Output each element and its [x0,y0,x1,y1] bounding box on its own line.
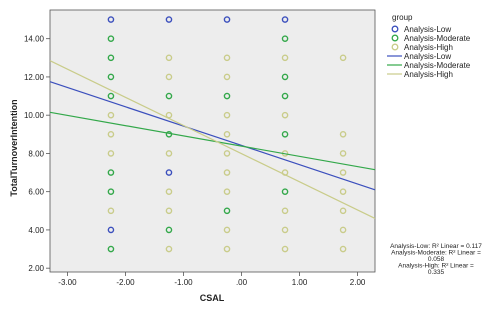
data-point [339,207,347,215]
r-squared-annotation: 0.058 [428,256,445,263]
x-axis-title: CSAL [200,293,225,303]
x-tick-label: -2.00 [116,278,135,287]
data-point [281,245,289,253]
legend: group Analysis-LowAnalysis-ModerateAnaly… [387,13,471,79]
data-point [223,150,231,157]
data-point [223,207,231,215]
data-point [223,188,231,195]
data-point [165,245,173,253]
data-point [107,169,115,176]
data-point [339,131,347,138]
data-point [223,92,231,100]
data-point [339,54,347,62]
data-point [281,35,289,42]
data-point [223,245,231,253]
r-squared-annotation: Analysis-Moderate: R² Linear = [391,250,481,257]
data-point [165,188,173,195]
data-point [339,150,347,157]
legend-marker [391,43,399,51]
data-point [165,16,173,23]
data-point [223,169,231,176]
axis-ticks: -3.00 -2.00 -1.00 .00 1.00 2.00 2.00 4.00 6.00 8.… [24,35,366,287]
legend-label: Analysis-Low [404,52,451,61]
legend-title: group [392,13,413,22]
data-points [107,16,347,253]
fit-lines [49,60,376,219]
x-tick-label: 1.00 [292,278,308,287]
data-point [281,92,289,100]
data-point [107,54,115,62]
data-point [107,150,115,157]
data-point [223,73,231,81]
y-axis-title: TotalTurnoverIntention [9,99,19,196]
data-point [107,92,115,100]
data-point [223,226,231,234]
data-point [107,35,115,42]
data-point [165,54,173,62]
data-point [281,131,289,138]
legend-marker [391,34,399,42]
data-point [107,131,115,138]
legend-label: Analysis-Moderate [404,61,471,70]
data-point [281,207,289,215]
x-tick-label: .00 [236,278,248,287]
y-tick-label: 2.00 [28,264,44,273]
data-point [107,207,115,215]
x-tick-label: -3.00 [58,278,77,287]
data-point [281,16,289,23]
data-point [107,111,115,119]
data-point [165,150,173,157]
fit-line [49,111,376,171]
data-point [107,226,115,234]
data-point [223,131,231,138]
x-tick-label: -1.00 [174,278,193,287]
data-point [281,54,289,62]
data-point [339,245,347,253]
data-point [223,16,231,23]
x-tick-label: 2.00 [350,278,366,287]
data-point [281,111,289,119]
r-squared-annotation: Analysis-Low: R² Linear = 0.117 [390,243,482,250]
y-tick-label: 14.00 [24,35,45,44]
legend-label: Analysis-Low [404,25,451,34]
legend-label: Analysis-Moderate [404,34,471,43]
y-tick-label: 12.00 [24,73,45,82]
r-squared-annotation: 0.335 [428,269,445,276]
data-point [107,73,115,81]
r-squared-annotation: Analysis-High: R² Linear = [398,263,474,270]
data-point [281,188,289,195]
data-point [165,207,173,215]
legend-label: Analysis-High [404,70,453,79]
data-point [339,226,347,234]
fit-line [49,60,376,219]
y-tick-label: 8.00 [28,149,44,158]
r-squared-annotations: Analysis-Low: R² Linear = 0.117Analysis-… [390,243,482,276]
fit-line [49,81,376,191]
data-point [281,73,289,81]
data-point [107,16,115,23]
legend-label: Analysis-High [404,43,453,52]
data-point [339,169,347,176]
data-point [339,188,347,195]
data-point [107,188,115,195]
data-point [165,73,173,81]
y-tick-label: 4.00 [28,226,44,235]
data-point [165,226,173,234]
data-point [281,226,289,234]
y-tick-label: 10.00 [24,111,45,120]
data-point [165,169,173,176]
data-point [107,245,115,253]
data-point [223,111,231,119]
y-tick-label: 6.00 [28,188,44,197]
data-point [165,92,173,100]
data-point [223,54,231,62]
legend-marker [391,25,399,33]
